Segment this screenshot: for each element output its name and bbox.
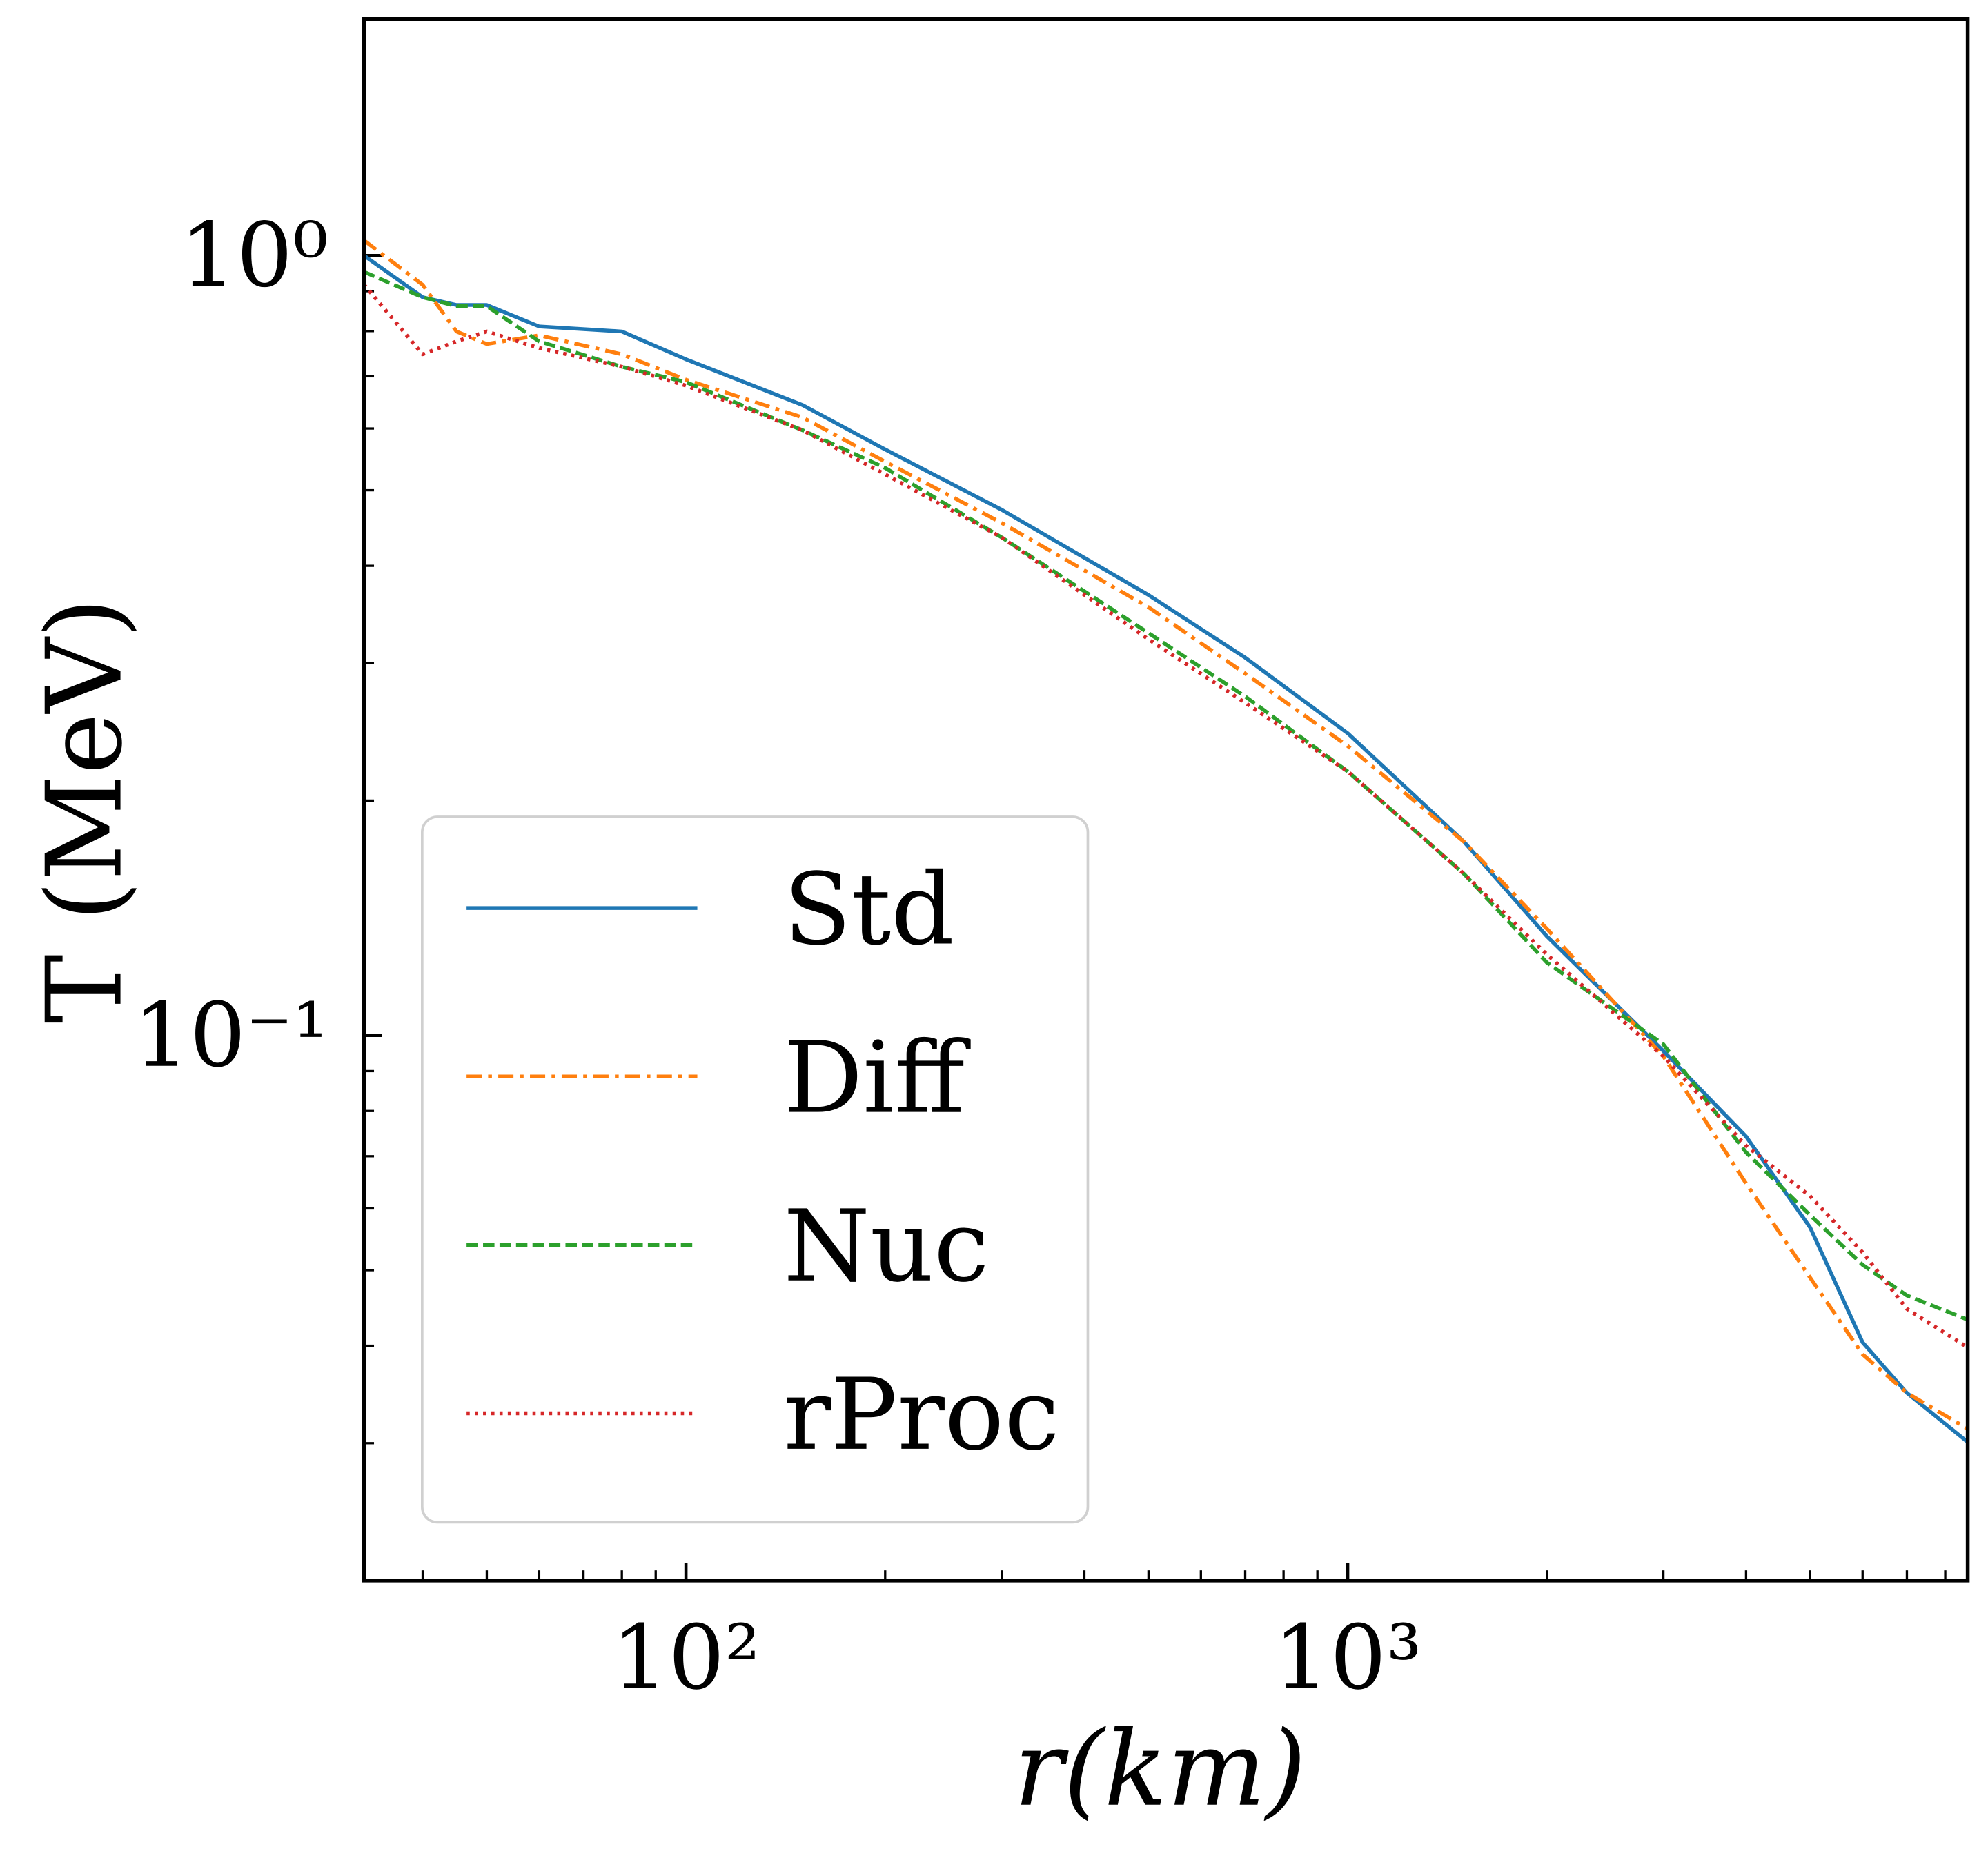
y-tick-label: 10⁻¹ — [133, 985, 328, 1087]
legend-label: rProc — [783, 1357, 1059, 1472]
x-axis-label: r(km) — [1014, 1708, 1306, 1830]
series-line — [364, 254, 1968, 1444]
plot-frame — [362, 17, 1970, 1583]
series-line — [364, 239, 1968, 1431]
legend-box — [421, 815, 1090, 1524]
series-line — [364, 270, 1968, 1322]
y-axis-label: T (MeV) — [23, 597, 145, 1024]
x-tick-label: 10² — [612, 1607, 760, 1710]
legend-label: Std — [783, 852, 954, 967]
y-tick-label: 10⁰ — [180, 204, 328, 307]
legend-label: Diff — [783, 1020, 971, 1136]
x-tick-label: 10³ — [1273, 1607, 1421, 1710]
legend-label: Nuc — [783, 1189, 989, 1304]
